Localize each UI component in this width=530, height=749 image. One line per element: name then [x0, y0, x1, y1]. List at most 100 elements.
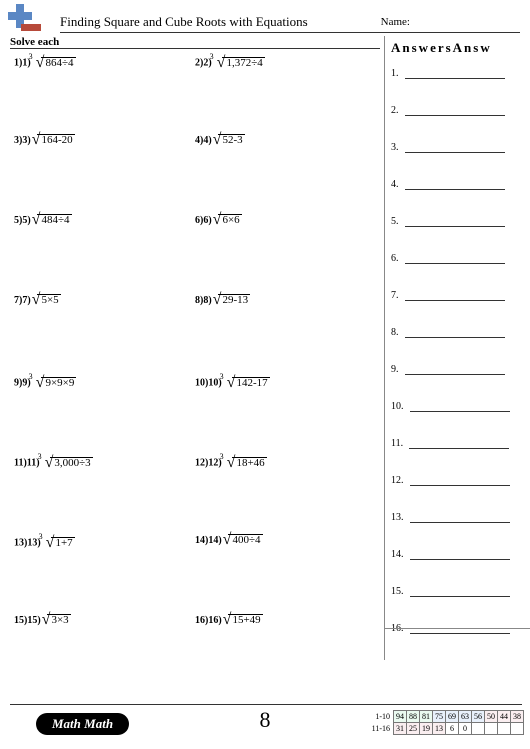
answer-blank[interactable]	[405, 115, 505, 116]
answers-panel: AnswersAnsw 1.2.3.4.5.6.7.8.9.10.11.12.1…	[384, 36, 530, 660]
score-cell: 44	[498, 711, 511, 723]
answer-blank[interactable]	[410, 411, 510, 412]
answer-blank[interactable]	[405, 337, 505, 338]
instruction: Solve each	[10, 36, 380, 49]
problem-number: 5)5)	[14, 215, 31, 226]
answer-blank[interactable]	[410, 633, 510, 634]
answer-number: 2.	[391, 105, 399, 116]
radical: √484÷4	[32, 214, 72, 226]
vinculum	[51, 537, 75, 538]
radical-expression: 1,372÷4	[225, 57, 264, 69]
score-label: 11-16	[370, 723, 394, 735]
radical: √1+7	[46, 537, 75, 549]
radical: √164-20	[32, 134, 75, 146]
plus-logo	[6, 4, 42, 34]
answers-title: AnswersAnsw	[391, 40, 530, 56]
radical: √6×6	[213, 214, 242, 226]
radical-expression: 3×3	[50, 614, 70, 626]
answer-row: 9.	[391, 364, 530, 375]
radical-expression: 18+46	[235, 457, 266, 469]
answer-row: 10.	[391, 401, 530, 412]
vinculum	[232, 377, 270, 378]
vinculum	[222, 57, 265, 58]
radical: √142-17	[227, 377, 270, 389]
problem-number: 4)4)	[195, 135, 212, 146]
problem-number: 3)3)	[14, 135, 31, 146]
answer-row: 11.	[391, 438, 530, 449]
radical: √1,372÷4	[217, 57, 265, 69]
answer-number: 1.	[391, 68, 399, 79]
radical: √3×3	[42, 614, 71, 626]
vinculum	[218, 294, 250, 295]
answer-blank[interactable]	[405, 263, 505, 264]
score-cell: 19	[420, 723, 433, 735]
answer-number: 9.	[391, 364, 399, 375]
answer-number: 12.	[391, 475, 404, 486]
root-index: 3	[38, 452, 42, 461]
answer-row: 1.	[391, 68, 530, 79]
page-title: Finding Square and Cube Roots with Equat…	[60, 14, 308, 30]
answer-row: 8.	[391, 327, 530, 338]
problem-number: 10)10)	[195, 378, 222, 389]
answer-number: 11.	[391, 438, 403, 449]
problem-cell: 14)14)√400÷4	[195, 534, 376, 614]
problems-grid: 1)1)3√864÷42)2)3√1,372÷43)3)√164-204)4)√…	[14, 54, 376, 694]
radical-expression: 400÷4	[231, 534, 262, 546]
problem-cell: 16)16)√15+49	[195, 614, 376, 694]
vinculum	[228, 614, 263, 615]
radical-expression: 484÷4	[40, 214, 71, 226]
problem-cell: 4)4)√52-3	[195, 134, 376, 214]
score-cell: 69	[446, 711, 459, 723]
answer-blank[interactable]	[410, 559, 510, 560]
radical-expression: 29-13	[221, 294, 250, 306]
answer-row: 2.	[391, 105, 530, 116]
answer-blank[interactable]	[405, 152, 505, 153]
problem-number: 12)12)	[195, 458, 222, 469]
header-row: Finding Square and Cube Roots with Equat…	[60, 14, 520, 33]
answer-blank[interactable]	[405, 78, 505, 79]
problem-number: 13)13)	[14, 538, 41, 549]
root-index: 3	[29, 52, 33, 61]
answer-row: 15.	[391, 586, 530, 597]
radical: √52-3	[213, 134, 245, 146]
radical-expression: 9×9×9	[44, 377, 76, 389]
radical-expression: 5×5	[40, 294, 60, 306]
vinculum	[37, 294, 61, 295]
answer-row: 4.	[391, 179, 530, 190]
problem-cell: 5)5)√484÷4	[14, 214, 195, 294]
problem-cell: 7)7)√5×5	[14, 294, 195, 374]
radical-expression: 864÷4	[44, 57, 75, 69]
radical: √400÷4	[223, 534, 263, 546]
problem-cell: 3)3)√164-20	[14, 134, 195, 214]
answer-blank[interactable]	[409, 448, 509, 449]
name-label: Name:	[381, 16, 410, 28]
score-cell: 88	[407, 711, 420, 723]
problem-cell: 9)9)3√9×9×9	[14, 374, 195, 454]
answer-number: 7.	[391, 290, 399, 301]
radical-expression: 3,000÷3	[53, 457, 92, 469]
answer-blank[interactable]	[405, 300, 505, 301]
problem-cell: 6)6)√6×6	[195, 214, 376, 294]
problem-number: 14)14)	[195, 535, 222, 546]
answer-number: 13.	[391, 512, 404, 523]
problem-number: 7)7)	[14, 295, 31, 306]
problem-cell: 15)15)√3×3	[14, 614, 195, 694]
answer-blank[interactable]	[405, 189, 505, 190]
answer-blank[interactable]	[405, 374, 505, 375]
score-cell	[472, 723, 485, 735]
answer-blank[interactable]	[405, 226, 505, 227]
problem-cell: 1)1)3√864÷4	[14, 54, 195, 134]
score-cell: 38	[511, 711, 524, 723]
answer-number: 6.	[391, 253, 399, 264]
answer-blank[interactable]	[410, 485, 510, 486]
vinculum	[47, 614, 71, 615]
score-cell: 13	[433, 723, 446, 735]
vinculum	[41, 57, 76, 58]
problem-cell: 10)10)3√142-17	[195, 374, 376, 454]
radical-expression: 164-20	[40, 134, 74, 146]
answer-blank[interactable]	[410, 522, 510, 523]
answer-number: 8.	[391, 327, 399, 338]
vinculum	[228, 534, 263, 535]
radical-expression: 142-17	[235, 377, 269, 389]
answer-blank[interactable]	[410, 596, 510, 597]
